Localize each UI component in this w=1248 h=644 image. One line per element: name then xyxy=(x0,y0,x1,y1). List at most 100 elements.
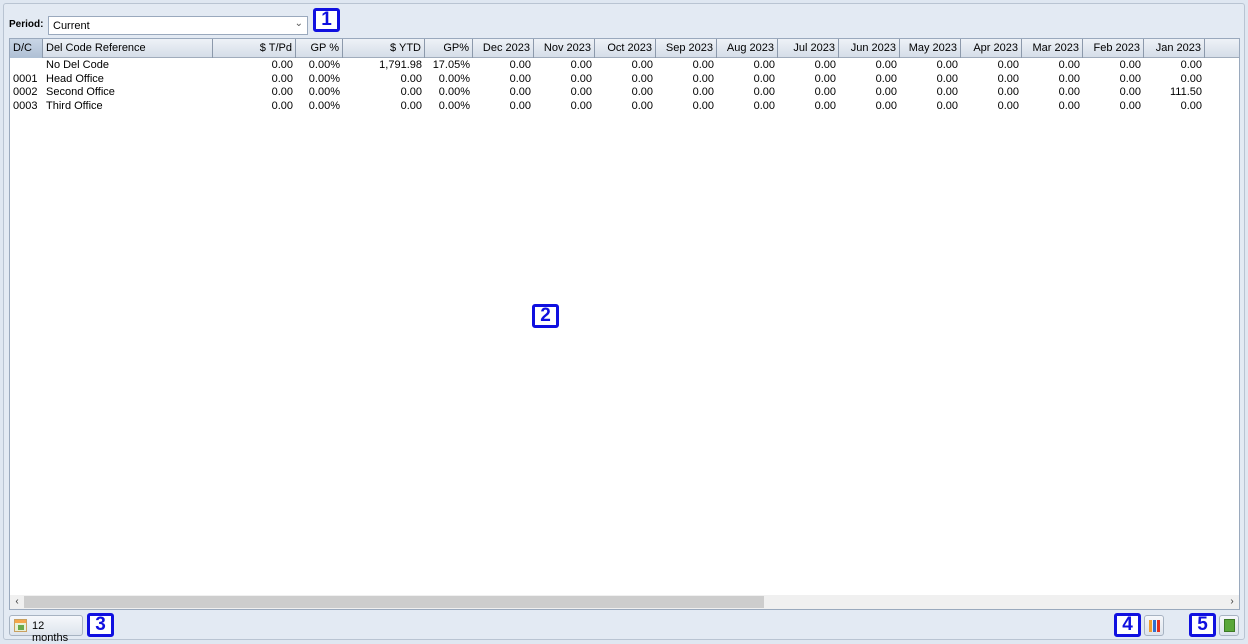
table-cell: 0.00 xyxy=(753,59,775,71)
table-cell: 0.00 xyxy=(692,86,714,98)
grid-header: D/C Del Code Reference $ T/Pd GP % $ YTD GP% D… xyxy=(10,39,1239,58)
column-header[interactable]: May 2023 xyxy=(900,39,961,58)
column-header[interactable]: $ T/Pd xyxy=(213,39,296,58)
table-cell: 0.00 xyxy=(814,99,836,112)
months-button[interactable]: 12 months xyxy=(9,615,83,644)
column-header[interactable]: Jan 2023 xyxy=(1144,39,1205,58)
chart-button[interactable] xyxy=(1144,615,1164,636)
column-header[interactable]: GP % xyxy=(296,39,343,58)
table-cell: 0.00% xyxy=(308,59,340,71)
table-cell: 0.00 xyxy=(875,99,897,112)
badge-4: 4 xyxy=(1114,613,1141,637)
table-cell: 0.00 xyxy=(997,59,1019,71)
table-cell: 1,791.98 xyxy=(379,59,422,71)
excel-export-icon xyxy=(1224,619,1235,632)
table-cell: 0.00 xyxy=(631,59,653,71)
column-header[interactable]: Dec 2023 xyxy=(473,39,534,58)
data-grid[interactable]: D/C Del Code Reference $ T/Pd GP % $ YTD GP% D… xyxy=(9,38,1240,610)
column-header[interactable]: Mar 2023 xyxy=(1022,39,1083,58)
table-cell: 0.00 xyxy=(400,72,422,85)
table-cell: 0.00 xyxy=(631,72,653,85)
table-cell: 0.00% xyxy=(308,72,340,85)
table-cell: 0.00% xyxy=(438,86,470,98)
column-header[interactable]: Feb 2023 xyxy=(1083,39,1144,58)
table-cell: 0.00 xyxy=(692,59,714,71)
table-cell: 0.00% xyxy=(308,86,340,98)
table-cell: 0.00 xyxy=(570,86,592,98)
table-cell: 111.50 xyxy=(1169,86,1202,98)
table-cell: 0.00 xyxy=(875,86,897,98)
table-cell: 0.00 xyxy=(631,86,653,98)
period-value: Current xyxy=(53,20,90,32)
table-cell: 0.00 xyxy=(936,86,958,98)
period-label: Period: xyxy=(9,19,44,30)
column-header[interactable]: Del Code Reference xyxy=(43,39,213,58)
column-header[interactable]: $ YTD xyxy=(343,39,425,58)
table-cell: 0.00 xyxy=(875,59,897,71)
table-cell: 0.00 xyxy=(509,86,531,98)
badge-5: 5 xyxy=(1189,613,1216,637)
table-cell: 0.00 xyxy=(631,99,653,112)
calendar-grid-icon xyxy=(14,619,27,632)
table-cell: 0.00 xyxy=(936,72,958,85)
column-header[interactable]: Jun 2023 xyxy=(839,39,900,58)
table-cell: 0.00 xyxy=(1180,99,1202,112)
table-cell: 0.00 xyxy=(753,99,775,112)
column-header[interactable]: Oct 2023 xyxy=(595,39,656,58)
table-row[interactable]: 0001 Head Office 0.00 0.00% 0.00 0.00% 0.00 0.0… xyxy=(10,73,1239,86)
table-cell: 0.00 xyxy=(936,99,958,112)
column-header[interactable]: GP% xyxy=(425,39,473,58)
table-cell: 0.00 xyxy=(997,86,1019,98)
table-cell: 0.00 xyxy=(692,99,714,112)
scrollbar-thumb[interactable] xyxy=(24,596,764,608)
table-cell: 0.00 xyxy=(570,99,592,112)
table-cell: 0002 xyxy=(13,86,38,98)
column-header[interactable]: Apr 2023 xyxy=(961,39,1022,58)
table-cell: Head Office xyxy=(46,72,104,85)
table-cell: 0.00 xyxy=(875,72,897,85)
table-cell: 0.00 xyxy=(509,59,531,71)
column-header[interactable]: Jul 2023 xyxy=(778,39,839,58)
table-cell: 0.00 xyxy=(997,72,1019,85)
table-cell: Second Office xyxy=(46,86,115,98)
table-cell: 0.00 xyxy=(997,99,1019,112)
table-cell: 0.00 xyxy=(400,86,422,98)
table-cell: 0.00 xyxy=(271,99,293,112)
table-cell: 0.00% xyxy=(438,99,470,112)
table-cell: 0.00 xyxy=(1058,86,1080,98)
badge-2: 2 xyxy=(532,304,559,328)
table-cell: 0.00 xyxy=(1119,72,1141,85)
chevron-down-icon: ⌄ xyxy=(294,18,303,29)
table-cell: 0003 xyxy=(13,99,38,112)
table-cell: 0.00 xyxy=(1180,59,1202,71)
table-cell: 0.00 xyxy=(753,72,775,85)
table-cell xyxy=(10,59,43,72)
table-cell: 0.00 xyxy=(1058,72,1080,85)
table-cell: 0.00 xyxy=(509,99,531,112)
table-cell: 0.00 xyxy=(692,72,714,85)
scroll-right-icon[interactable]: › xyxy=(1230,596,1234,607)
export-excel-button[interactable] xyxy=(1219,615,1239,636)
table-cell: 0.00 xyxy=(271,72,293,85)
table-cell: 0.00 xyxy=(1119,99,1141,112)
scroll-left-icon[interactable]: ‹ xyxy=(15,596,19,607)
table-cell: 0.00 xyxy=(271,86,293,98)
table-cell: 0.00 xyxy=(814,72,836,85)
table-row[interactable]: 0003 Third Office 0.00 0.00% 0.00 0.00% 0.00 0.… xyxy=(10,100,1239,113)
table-row[interactable]: 0002 Second Office 0.00 0.00% 0.00 0.00% 0.00 0… xyxy=(10,86,1239,99)
table-cell: 0.00 xyxy=(814,59,836,71)
months-button-label: 12 months xyxy=(32,620,69,644)
table-cell: 0.00% xyxy=(438,72,470,85)
column-header[interactable]: D/C xyxy=(10,39,43,58)
column-header[interactable]: Aug 2023 xyxy=(717,39,778,58)
badge-1: 1 xyxy=(313,8,340,32)
period-select[interactable]: Current ⌄ xyxy=(48,16,308,35)
table-cell: 0.00 xyxy=(936,59,958,71)
column-header[interactable]: Sep 2023 xyxy=(656,39,717,58)
table-cell: 17.05% xyxy=(432,59,470,71)
column-header[interactable]: Dec xyxy=(1205,39,1239,58)
horizontal-scrollbar[interactable]: ‹ › xyxy=(10,595,1239,609)
table-row[interactable]: No Del Code 0.00 0.00% 1,791.98 17.05% 0.00 0.… xyxy=(10,59,1239,72)
badge-3: 3 xyxy=(87,613,114,637)
column-header[interactable]: Nov 2023 xyxy=(534,39,595,58)
